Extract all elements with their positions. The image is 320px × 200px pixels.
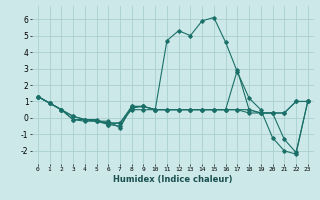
X-axis label: Humidex (Indice chaleur): Humidex (Indice chaleur) [113,175,233,184]
